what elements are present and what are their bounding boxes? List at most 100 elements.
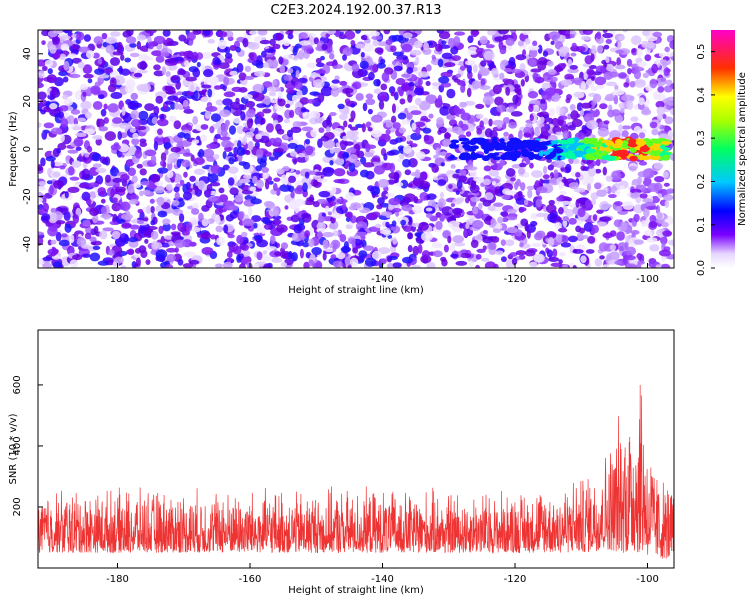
heatmap-cell	[558, 251, 566, 257]
heatmap-cell	[391, 60, 397, 65]
heatmap-cell	[229, 70, 238, 76]
y-tick-label: 20	[22, 95, 33, 108]
heatmap-cell	[468, 260, 474, 268]
heatmap-cell	[418, 100, 431, 111]
heatmap-cell	[602, 232, 614, 239]
heatmap-cell	[575, 171, 581, 178]
heatmap-cell	[661, 59, 668, 69]
heatmap-cell	[83, 34, 92, 42]
heatmap-cell	[415, 56, 420, 65]
heatmap-cell	[669, 153, 674, 161]
heatmap-cell	[417, 77, 423, 86]
heatmap-cell	[437, 94, 443, 105]
heatmap-cell	[131, 137, 140, 146]
heatmap-cell	[523, 171, 530, 178]
heatmap-cell	[447, 235, 452, 244]
heatmap-cell	[594, 76, 607, 86]
heatmap-cell	[537, 60, 547, 71]
heatmap-cell	[459, 101, 467, 108]
heatmap-cell	[263, 200, 274, 208]
heatmap-cell	[482, 95, 494, 105]
heatmap-cell	[656, 106, 666, 116]
heatmap-cell	[117, 143, 130, 153]
heatmap-cell	[664, 200, 670, 209]
heatmap-cell	[410, 110, 422, 116]
heatmap-feature-cell	[614, 139, 624, 145]
heatmap-cell	[404, 37, 409, 42]
heatmap-cell	[374, 47, 384, 54]
heatmap-cell	[413, 121, 426, 127]
heatmap-cell	[201, 246, 214, 255]
heatmap-cell	[380, 58, 386, 65]
heatmap-cell	[177, 222, 185, 232]
heatmap-cell	[322, 239, 329, 250]
heatmap-cell	[72, 126, 82, 131]
heatmap-cell	[546, 249, 553, 258]
heatmap-cell	[558, 181, 564, 190]
heatmap-cell	[348, 162, 356, 173]
heatmap-cell	[236, 125, 245, 135]
heatmap-cell	[488, 242, 497, 250]
heatmap-cell	[50, 159, 55, 169]
heatmap-feature-cell	[605, 155, 616, 162]
heatmap-cell	[432, 175, 438, 181]
heatmap-cell	[252, 92, 265, 102]
heatmap-cell	[262, 263, 272, 268]
heatmap-cell	[637, 260, 645, 265]
heatmap-cell	[408, 81, 415, 87]
heatmap-cell	[347, 154, 359, 163]
heatmap-cell	[654, 94, 667, 101]
heatmap-cell	[53, 161, 64, 167]
heatmap-cell	[236, 234, 244, 245]
heatmap-cell	[69, 176, 80, 181]
heatmap-cell	[553, 169, 559, 180]
heatmap-cell	[362, 102, 368, 112]
heatmap-cell	[153, 70, 165, 77]
heatmap-cell	[478, 202, 483, 210]
heatmap-cell	[451, 55, 462, 61]
heatmap-feature-cell	[650, 154, 661, 161]
heatmap-cell	[121, 106, 126, 116]
x-tick-label: -100	[636, 574, 659, 585]
snr-series-line	[38, 384, 674, 559]
heatmap-cell	[74, 90, 83, 100]
heatmap-cell	[529, 162, 534, 169]
heatmap-cell	[629, 165, 637, 170]
heatmap-cell	[431, 85, 441, 90]
heatmap-cell	[254, 127, 259, 134]
snr-panel: -180 -160 -140 -120 -100 200 400 600 Height of…	[8, 329, 675, 596]
heatmap-cell	[38, 236, 44, 246]
heatmap-cell	[492, 228, 502, 233]
heatmap-cell	[629, 81, 636, 88]
heatmap-cell	[659, 124, 665, 130]
heatmap-cell	[262, 253, 267, 263]
heatmap-cell	[584, 169, 589, 177]
heatmap-cell	[179, 179, 185, 187]
heatmap-cell	[599, 103, 608, 110]
heatmap-cell	[170, 146, 182, 153]
heatmap-cell	[138, 110, 149, 121]
heatmap-feature-cell	[527, 142, 538, 147]
heatmap-cell	[318, 190, 331, 198]
heatmap-cell	[440, 71, 453, 78]
heatmap-cell	[312, 79, 325, 89]
heatmap-cell	[339, 233, 347, 243]
heatmap-cell	[249, 127, 255, 133]
heatmap-cell	[494, 96, 504, 106]
heatmap-cell	[49, 184, 54, 195]
heatmap-cell	[606, 185, 612, 195]
heatmap-cell	[301, 242, 310, 248]
heatmap-cell	[425, 213, 433, 219]
heatmap-cell	[109, 77, 117, 88]
heatmap-cell	[523, 199, 529, 206]
heatmap-cell	[295, 69, 300, 78]
heatmap-cell	[333, 168, 346, 177]
heatmap-cell	[163, 142, 172, 149]
heatmap-cell	[295, 43, 303, 49]
heatmap-cell	[100, 213, 112, 219]
heatmap-cell	[63, 98, 74, 107]
heatmap-cell	[191, 139, 200, 144]
heatmap-cell	[402, 32, 413, 39]
heatmap-cell	[560, 62, 567, 68]
heatmap-cell	[530, 220, 538, 227]
